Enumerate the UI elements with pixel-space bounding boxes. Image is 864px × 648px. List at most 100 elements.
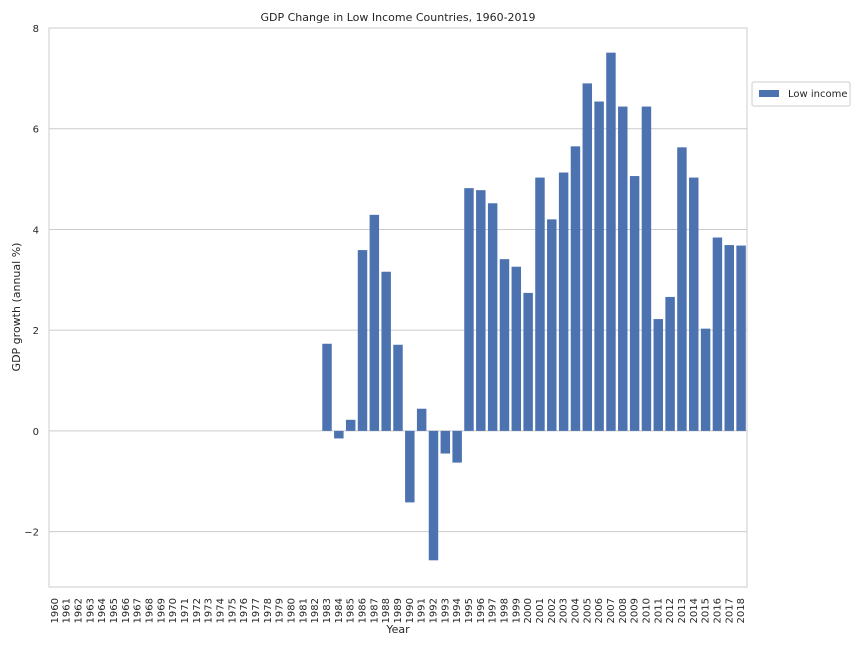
bar — [405, 430, 415, 503]
x-tick-label: 1992 — [428, 598, 439, 623]
x-tick-label: 1991 — [417, 598, 428, 623]
bar — [369, 214, 380, 431]
plot-frame — [48, 27, 748, 588]
x-tick-label: 2014 — [689, 598, 700, 623]
x-tick-label: 1963 — [85, 598, 96, 623]
x-tick-label: 1983 — [322, 598, 333, 623]
legend: Low income — [751, 81, 851, 107]
x-axis-ticks: 1960 1961 1962 1963 1964 1965 1966 1967 1968 1969… — [50, 598, 747, 623]
bar-series-low-income — [322, 52, 746, 561]
x-tick-label: 2018 — [736, 598, 747, 623]
bar — [677, 147, 687, 431]
x-tick-label: 1977 — [251, 598, 262, 623]
bar — [487, 203, 498, 431]
bar — [653, 319, 664, 431]
y-tick-label: 8 — [33, 24, 39, 35]
x-tick-label: 1969 — [156, 598, 167, 623]
y-tick-label: 0 — [33, 427, 39, 438]
x-tick-label: 1987 — [369, 598, 380, 623]
x-tick-label: 2006 — [594, 598, 605, 623]
bar — [345, 419, 356, 431]
y-tick-label: 4 — [33, 225, 39, 236]
x-tick-label: 1993 — [440, 598, 451, 623]
x-tick-label: 1975 — [227, 598, 238, 623]
bar — [736, 245, 746, 431]
x-tick-label: 2012 — [665, 598, 676, 623]
x-tick-label: 1999 — [511, 598, 522, 623]
x-tick-label: 1961 — [62, 598, 73, 623]
bar — [535, 177, 545, 431]
bar — [724, 245, 734, 431]
x-tick-label: 1971 — [180, 598, 191, 623]
bar — [606, 52, 616, 431]
x-tick-label: 1988 — [381, 598, 392, 623]
x-tick-label: 2007 — [606, 598, 617, 623]
bar — [393, 344, 403, 431]
x-tick-label: 2011 — [653, 598, 664, 623]
legend-box — [751, 81, 851, 107]
x-tick-label: 1974 — [216, 598, 227, 623]
x-tick-label: 2000 — [523, 598, 534, 623]
x-tick-label: 2003 — [559, 598, 570, 623]
x-tick-label: 1964 — [97, 598, 108, 623]
bar — [689, 177, 699, 431]
bar — [700, 328, 711, 431]
x-tick-label: 2010 — [641, 598, 652, 623]
legend-swatch — [759, 90, 779, 97]
bar — [499, 259, 510, 431]
bar — [381, 271, 391, 431]
bar — [322, 343, 332, 431]
x-tick-label: 1990 — [405, 598, 416, 623]
x-tick-label: 2001 — [535, 598, 546, 623]
x-tick-label: 1976 — [239, 598, 250, 623]
bar — [357, 250, 368, 431]
x-tick-label: 1995 — [464, 598, 475, 623]
x-tick-label: 1970 — [168, 598, 179, 623]
bar — [334, 430, 344, 439]
bar — [547, 219, 557, 431]
x-tick-label: 1996 — [476, 598, 487, 623]
x-tick-label: 1994 — [452, 598, 463, 623]
x-tick-label: 1998 — [499, 598, 510, 623]
y-axis-ticks: −2 0 2 4 6 8 — [24, 24, 39, 539]
chart-title: GDP Change in Low Income Countries, 1960… — [260, 11, 535, 24]
x-tick-label: 1981 — [298, 598, 309, 623]
bar — [476, 190, 486, 431]
x-tick-label: 1967 — [133, 598, 144, 623]
bar — [570, 146, 581, 431]
x-tick-label: 1980 — [287, 598, 298, 623]
x-tick-label: 1978 — [263, 598, 274, 623]
bar — [464, 188, 474, 431]
y-axis-label: GDP growth (annual %) — [10, 243, 23, 372]
x-tick-label: 1973 — [204, 598, 215, 623]
x-tick-label: 1965 — [109, 598, 120, 623]
bar — [629, 176, 640, 431]
bar — [452, 430, 462, 463]
x-tick-label: 1986 — [358, 598, 369, 623]
x-axis-label: Year — [385, 623, 410, 636]
y-tick-label: 2 — [33, 326, 39, 337]
x-tick-label: 1968 — [145, 598, 156, 623]
x-tick-label: 2004 — [570, 598, 581, 623]
x-tick-label: 1979 — [275, 598, 286, 623]
x-tick-label: 2009 — [630, 598, 641, 623]
bar — [558, 172, 569, 431]
legend-label: Low income — [788, 89, 848, 100]
x-tick-label: 2013 — [677, 598, 688, 623]
bar — [523, 292, 533, 431]
bar — [416, 408, 427, 431]
x-tick-label: 1962 — [74, 598, 85, 623]
x-tick-label: 1997 — [488, 598, 499, 623]
bar — [440, 430, 451, 454]
bar — [712, 237, 723, 431]
y-tick-label: 6 — [33, 125, 39, 136]
bar — [594, 101, 604, 431]
x-tick-label: 1989 — [393, 598, 404, 623]
bar — [428, 430, 439, 561]
x-tick-label: 1982 — [310, 598, 321, 623]
x-tick-label: 2015 — [701, 598, 712, 623]
bar — [665, 296, 675, 431]
x-tick-label: 2002 — [547, 598, 558, 623]
bar — [618, 106, 628, 431]
